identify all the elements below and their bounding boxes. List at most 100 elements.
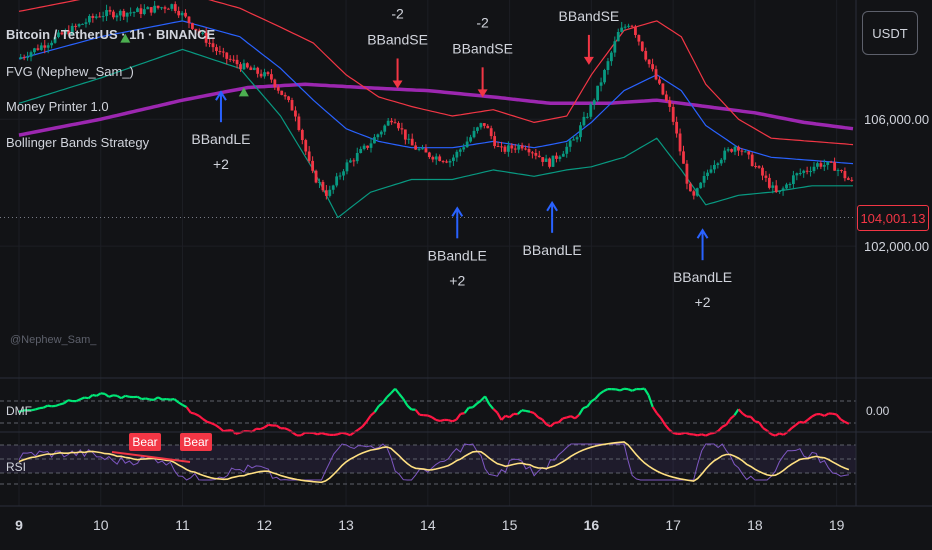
candle-body <box>225 52 229 59</box>
x-tick-label: 10 <box>93 517 109 533</box>
candle-body <box>249 67 253 70</box>
dmf-line-segment <box>185 406 192 414</box>
dmf-line-segment <box>96 392 102 397</box>
dmf-line-segment <box>566 415 572 419</box>
symbol-title[interactable]: Bitcoin / TetherUS · 1h · BINANCE <box>6 27 216 42</box>
dmf-line-segment <box>153 396 159 401</box>
candle-body <box>397 122 400 129</box>
dmf-line-segment <box>84 396 89 400</box>
dmf-line-segment <box>141 397 146 401</box>
dmf-line-segment <box>349 431 355 437</box>
dmf-line-segment <box>325 433 330 436</box>
candle-body <box>221 51 225 53</box>
dmf-line-segment <box>365 415 372 423</box>
candle-body <box>366 145 369 148</box>
price-pane[interactable] <box>18 0 854 219</box>
candle-body <box>386 120 390 126</box>
dmf-line-segment <box>557 417 564 424</box>
dmf-line-segment <box>345 432 351 437</box>
candle-body <box>778 190 782 192</box>
candle-body <box>239 64 242 70</box>
candle-body <box>287 96 290 101</box>
x-tick-label: 9 <box>15 517 23 533</box>
dmf-line-segment <box>578 407 585 416</box>
indicator-money-printer[interactable]: Money Printer 1.0 <box>6 99 109 114</box>
candle-body <box>627 25 630 27</box>
candle-body <box>534 152 538 156</box>
bb-basis-line <box>18 20 854 165</box>
dmf-line-segment <box>770 433 776 437</box>
candle-body <box>187 16 191 24</box>
currency-button[interactable]: USDT <box>862 11 918 55</box>
candle-body <box>833 162 837 171</box>
candle-body <box>122 10 126 17</box>
dmf-line-segment <box>701 433 707 437</box>
candle-body <box>112 11 115 18</box>
candle-body <box>476 127 479 131</box>
candle-body <box>280 90 284 95</box>
candle-body <box>743 151 747 153</box>
candle-body <box>527 148 531 153</box>
candle-body <box>369 143 373 148</box>
indicator-bollinger-strategy[interactable]: Bollinger Bands Strategy <box>6 135 150 150</box>
dmf-label[interactable]: DMF <box>6 404 32 418</box>
dmf-line-segment <box>582 405 588 410</box>
dmf-line-segment <box>333 433 339 436</box>
dmf-line-segment <box>369 411 376 417</box>
candle-body <box>826 161 830 165</box>
candle-body <box>129 12 133 14</box>
dmf-line-segment <box>721 423 727 428</box>
candle-body <box>606 61 610 71</box>
candle-body <box>50 42 54 46</box>
dmf-line-segment <box>615 388 621 392</box>
candle-body <box>184 12 187 17</box>
candle-body <box>39 45 43 50</box>
dmf-pane[interactable] <box>0 387 856 437</box>
indicator-fvg[interactable]: FVG (Nephew_Sam_) <box>6 64 134 79</box>
candle-body <box>603 70 606 83</box>
candle-body <box>620 27 624 33</box>
dmf-line-segment <box>545 423 551 428</box>
candle-body <box>300 129 304 141</box>
candle-body <box>441 160 445 162</box>
candle-body <box>819 163 823 167</box>
dmf-line-segment <box>268 423 273 427</box>
candle-body <box>235 59 239 65</box>
dmf-line-segment <box>586 400 593 408</box>
rsi-line <box>18 443 849 481</box>
rsi-label[interactable]: RSI <box>6 460 27 474</box>
candle-body <box>740 150 744 152</box>
candle-body <box>843 171 847 179</box>
candle-body <box>517 145 521 150</box>
candle-body <box>434 156 438 160</box>
candle-body <box>733 146 737 152</box>
candle-body <box>67 30 71 35</box>
long-signal-qty: +2 <box>213 156 229 172</box>
dmf-line-segment <box>341 431 347 435</box>
dmf-line-segment <box>729 414 736 420</box>
dmf-line-segment <box>574 413 580 420</box>
dmf-line-segment <box>709 431 715 435</box>
x-tick-label: 12 <box>257 517 273 533</box>
dmf-line-segment <box>594 393 601 400</box>
candle-body <box>678 133 682 152</box>
dmf-line-segment <box>120 394 126 400</box>
dmf-line-segment <box>529 410 535 415</box>
candle-body <box>118 10 122 16</box>
candle-body <box>338 175 342 177</box>
candle-body <box>228 58 232 60</box>
candle-body <box>373 137 376 144</box>
candle-body <box>297 116 301 130</box>
candle-body <box>22 57 26 59</box>
dmf-line-segment <box>435 418 441 423</box>
candle-body <box>757 166 761 168</box>
long-signal-label: BBandLE <box>191 131 250 147</box>
candle-body <box>836 170 840 172</box>
bear-label-text: Bear <box>132 435 157 449</box>
rsi-pane[interactable]: Bear Bear <box>0 433 856 485</box>
candle-body <box>455 151 459 158</box>
candle-body <box>850 179 854 181</box>
candle-body <box>379 131 383 135</box>
candle-body <box>630 25 634 27</box>
